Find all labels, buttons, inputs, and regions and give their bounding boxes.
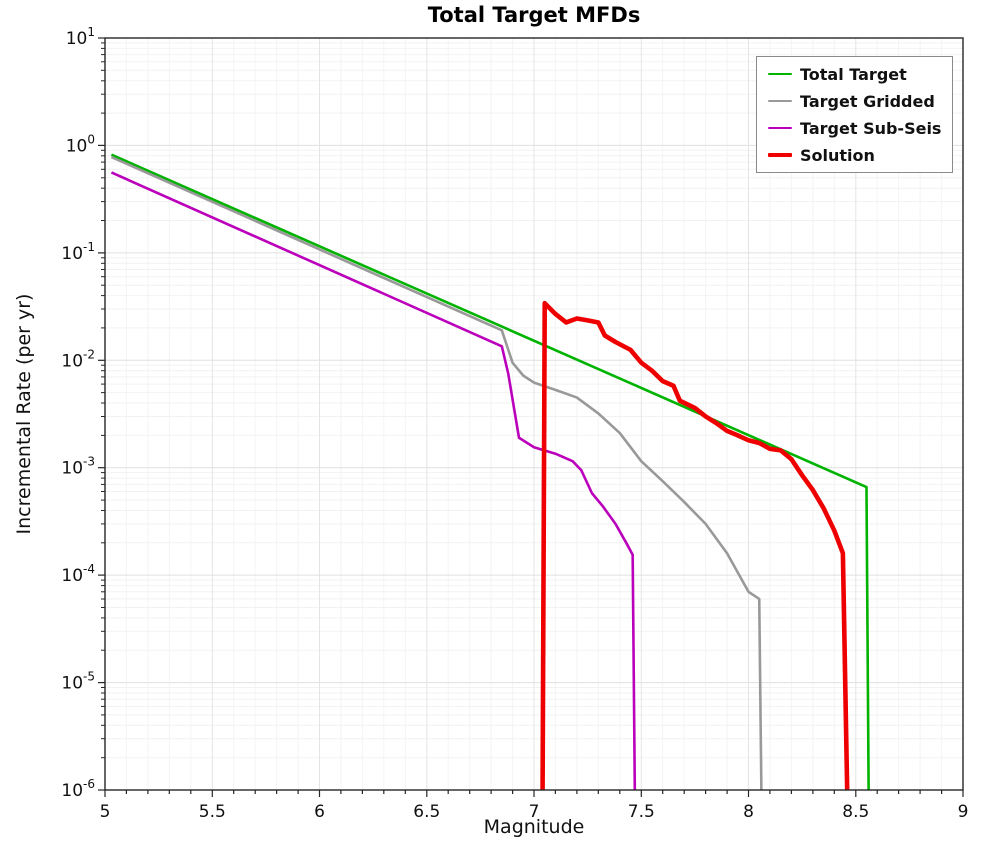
legend: Total Target Target Gridded Target Sub-Sei… [756, 56, 954, 173]
x-tick-label: 7 [529, 802, 540, 822]
legend-label-total-target: Total Target [800, 64, 907, 84]
series-line-solution [540, 300, 850, 790]
axis-ticks [98, 37, 964, 797]
legend-item-target-gridded: Target Gridded [768, 91, 941, 111]
x-tick-label: 7.5 [628, 802, 655, 822]
y-tick-label: 100 [66, 132, 95, 156]
x-tick-label: 6 [314, 802, 325, 822]
y-axis-label: Incremental Rate (per yr) [13, 293, 35, 535]
x-tick-label: 8.5 [842, 802, 869, 822]
x-tick-label: 5 [100, 802, 111, 822]
legend-swatch-total-target [768, 72, 792, 76]
gridlines [105, 38, 963, 790]
legend-item-target-sub-seis: Target Sub-Seis [768, 118, 941, 138]
series-line-total-target [110, 153, 870, 790]
y-tick-label: 10-2 [61, 347, 95, 371]
legend-swatch-target-sub-seis [768, 126, 792, 130]
x-tick-label: 5.5 [199, 802, 226, 822]
x-tick-label: 6.5 [413, 802, 440, 822]
legend-item-total-target: Total Target [768, 64, 941, 84]
x-tick-label: 9 [958, 802, 969, 822]
y-tick-label: 101 [66, 25, 95, 49]
legend-swatch-solution [768, 152, 792, 158]
chart-title: Total Target MFDs [427, 3, 641, 27]
y-tick-label: 10-4 [61, 562, 95, 586]
legend-swatch-target-gridded [768, 99, 792, 103]
y-tick-label: 10-5 [61, 670, 95, 694]
legend-label-target-gridded: Target Gridded [800, 91, 935, 111]
x-tick-label: 8 [743, 802, 754, 822]
legend-label-solution: Solution [800, 145, 875, 165]
tick-labels: 5 5.5 6 6.5 7 7.5 8 8.5 9 101 100 10-1 10-2 10-3 10-4 1… [61, 25, 968, 822]
y-tick-label: 10-3 [61, 455, 95, 479]
legend-item-solution: Solution [768, 145, 941, 165]
legend-label-target-sub-seis: Target Sub-Seis [800, 118, 942, 138]
series-line-target-gridded [110, 155, 763, 790]
y-tick-label: 10-1 [61, 240, 95, 264]
series-lines [110, 153, 870, 790]
series-line-target-sub-seis [110, 171, 637, 790]
y-tick-label: 10-6 [61, 777, 95, 801]
x-axis-label: Magnitude [483, 816, 585, 838]
